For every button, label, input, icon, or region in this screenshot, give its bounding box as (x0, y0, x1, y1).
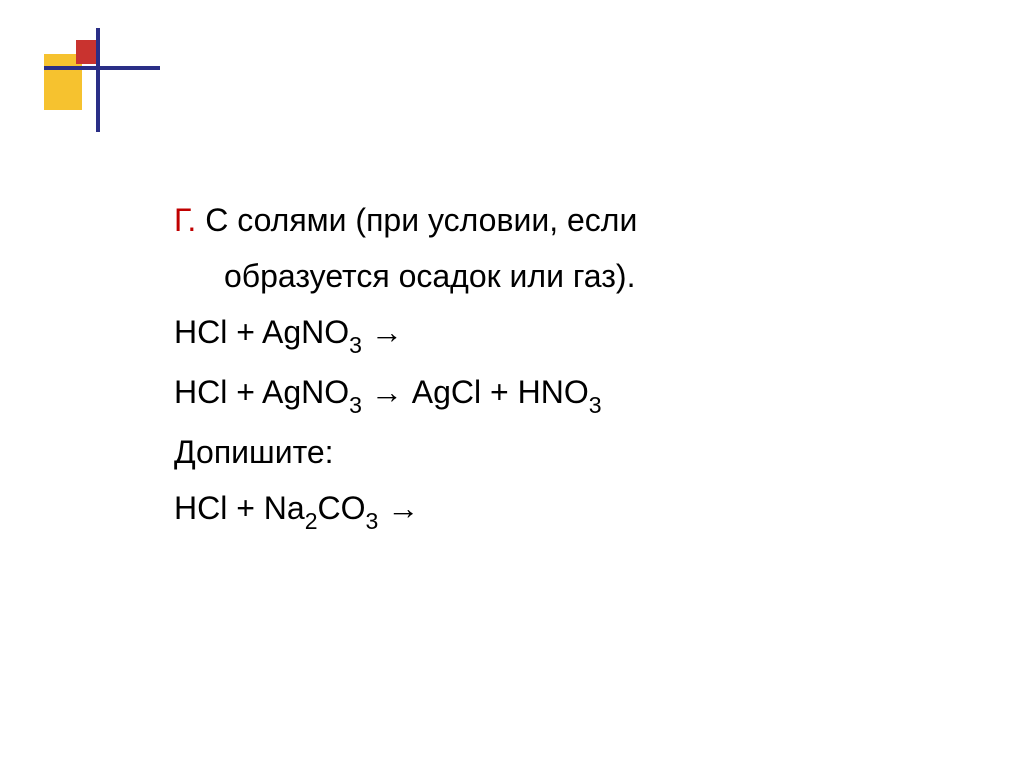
eq2-lhs: HCl + AgNO (174, 374, 349, 410)
eq3-lhs2: CO (318, 490, 366, 526)
logo-horizontal-line (44, 66, 160, 70)
logo-vertical-line (96, 28, 100, 132)
prompt-text: Допишите: (174, 434, 334, 470)
eq2-arrow: → (362, 374, 412, 410)
eq3-sub1: 2 (305, 508, 318, 534)
eq2-rhs: AgCl + HNO (412, 374, 589, 410)
prompt-line: Допишите: (174, 428, 914, 476)
intro-text-1: С солями (при условии, если (196, 202, 637, 238)
lead-letter: Г. (174, 202, 196, 238)
intro-text-2: образуется осадок или газ). (224, 258, 635, 294)
eq3-lhs1: HCl + Na (174, 490, 305, 526)
eq2-sub1: 3 (349, 392, 362, 418)
intro-line-1: Г. С солями (при условии, если (174, 196, 914, 244)
slide-logo (44, 28, 164, 138)
equation-1: HCl + AgNO3 → (174, 308, 914, 360)
eq1-arrow: → (362, 314, 403, 350)
slide-content: Г. С солями (при условии, если образуетс… (174, 196, 914, 544)
eq2-sub2: 3 (589, 392, 602, 418)
intro-line-2: образуется осадок или газ). (174, 252, 914, 300)
equation-2: HCl + AgNO3 → AgCl + HNO3 (174, 368, 914, 420)
eq1-lhs: HCl + AgNO (174, 314, 349, 350)
eq1-sub: 3 (349, 332, 362, 358)
eq3-sub2: 3 (366, 508, 379, 534)
eq3-arrow: → (378, 490, 419, 526)
equation-3: HCl + Na2CO3 → (174, 484, 914, 536)
